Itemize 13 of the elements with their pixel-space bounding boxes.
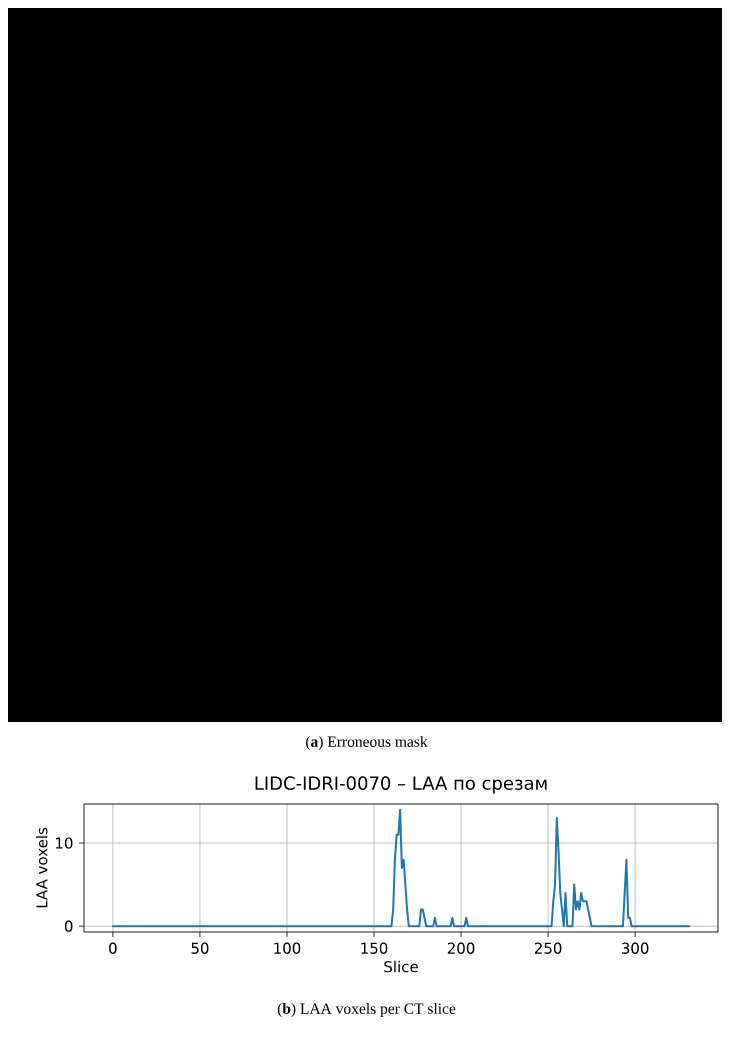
chart-title: LIDC-IDRI-0070 – LAA по срезам (255, 776, 547, 794)
y-tick-label: 10 (56, 837, 73, 849)
y-axis-title: LAA voxels (35, 827, 48, 908)
x-tick-label: 50 (191, 942, 209, 954)
text: (b) LAA voxels per CT slice (277, 1002, 456, 1018)
x-tick-label: 200 (447, 942, 475, 954)
x-tick-label: 0 (109, 942, 117, 954)
x-tick-label: 150 (361, 942, 388, 954)
text: (a) Erroneous mask (306, 735, 428, 751)
x-tick-label: 300 (621, 942, 649, 954)
x-axis-title: Slice (384, 960, 418, 973)
x-tick-label: 100 (274, 942, 301, 954)
x-tick-label: 250 (534, 942, 562, 954)
